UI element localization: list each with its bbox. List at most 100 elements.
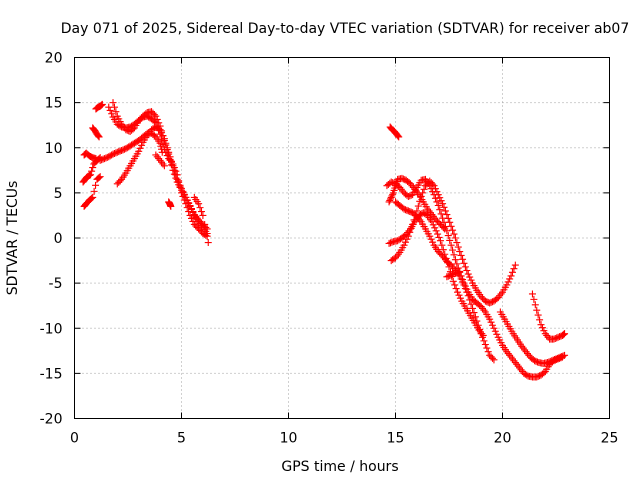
data-point (201, 220, 209, 228)
data-point (463, 285, 471, 293)
data-point (459, 255, 467, 263)
data-point (94, 132, 102, 140)
series-arc-12 (190, 193, 212, 247)
data-point (459, 276, 467, 284)
x-tick-label: 0 (70, 431, 79, 447)
chart-title: Day 071 of 2025, Sidereal Day-to-day VTE… (61, 21, 630, 37)
data-point (183, 196, 191, 204)
data-point (85, 171, 93, 179)
data-point (534, 311, 542, 319)
data-point (434, 230, 442, 238)
plot-frame (74, 57, 610, 419)
data-point (559, 331, 567, 339)
data-point (150, 111, 158, 119)
data-point (454, 268, 462, 276)
data-point (173, 175, 181, 183)
data-point (427, 235, 435, 243)
data-point (508, 268, 516, 276)
data-point (414, 202, 422, 210)
data-point (89, 193, 97, 201)
series-arc-2 (80, 173, 104, 210)
series-arc-4 (89, 124, 103, 141)
data-point (420, 185, 428, 193)
data-point (454, 243, 462, 251)
data-point (471, 313, 479, 321)
data-point (428, 218, 436, 226)
series-arc-17 (385, 209, 487, 339)
data-point (449, 226, 457, 234)
data-point (168, 157, 176, 165)
data-point (129, 125, 137, 133)
data-point (400, 241, 408, 249)
data-point (187, 205, 195, 213)
data-point (493, 330, 501, 338)
data-point (453, 239, 461, 247)
data-point (135, 147, 143, 155)
data-point (503, 281, 511, 289)
series-arc-10 (152, 151, 168, 170)
data-point (443, 227, 451, 235)
data-point (89, 164, 97, 172)
data-point (489, 321, 497, 329)
data-point (156, 126, 164, 134)
data-point (436, 237, 444, 245)
data-point (87, 171, 95, 179)
data-point (461, 263, 469, 271)
data-point (387, 195, 395, 203)
series-arc-18 (383, 175, 566, 381)
data-point (451, 256, 459, 264)
data-point (96, 173, 104, 181)
data-point (432, 227, 440, 235)
data-point (439, 214, 447, 222)
data-point (441, 207, 449, 215)
data-point (152, 112, 160, 120)
data-point (561, 330, 569, 338)
data-point (429, 238, 437, 246)
series-arc-16 (392, 198, 498, 364)
data-point (160, 162, 168, 170)
data-point (435, 233, 443, 241)
y-tick-label: -20 (40, 412, 63, 428)
data-point (440, 203, 448, 211)
data-point (202, 229, 210, 237)
data-point (469, 304, 477, 312)
data-point (189, 208, 197, 216)
data-point (447, 241, 455, 249)
data-point (186, 202, 194, 210)
data-point (528, 290, 536, 298)
y-tick-label: 20 (45, 51, 63, 67)
x-tick-label: 25 (601, 431, 619, 447)
data-point (460, 259, 468, 267)
data-point (98, 101, 106, 109)
data-point (92, 181, 100, 189)
data-point (436, 206, 444, 214)
data-point (136, 144, 144, 152)
y-tick-label: 0 (54, 231, 63, 247)
data-point (419, 189, 427, 197)
data-point (138, 141, 146, 149)
data-point (429, 188, 437, 196)
data-point (442, 254, 450, 262)
data-point (403, 235, 411, 243)
data-point (455, 291, 463, 299)
data-point (486, 315, 494, 323)
data-point (204, 239, 212, 247)
series-arc-20 (496, 308, 569, 367)
data-point (430, 191, 438, 199)
data-point (427, 185, 435, 193)
data-point (162, 139, 170, 147)
data-point (426, 232, 434, 240)
data-point (457, 272, 465, 280)
data-point (467, 276, 475, 284)
data-point (450, 251, 458, 259)
series-arc-21 (528, 290, 569, 343)
data-point (433, 198, 441, 206)
data-point (479, 331, 487, 339)
data-point (106, 106, 114, 114)
data-points (79, 99, 569, 381)
data-point (195, 200, 203, 208)
data-point (561, 351, 569, 359)
data-point (160, 135, 168, 143)
data-point (449, 246, 457, 254)
data-point (108, 110, 116, 118)
